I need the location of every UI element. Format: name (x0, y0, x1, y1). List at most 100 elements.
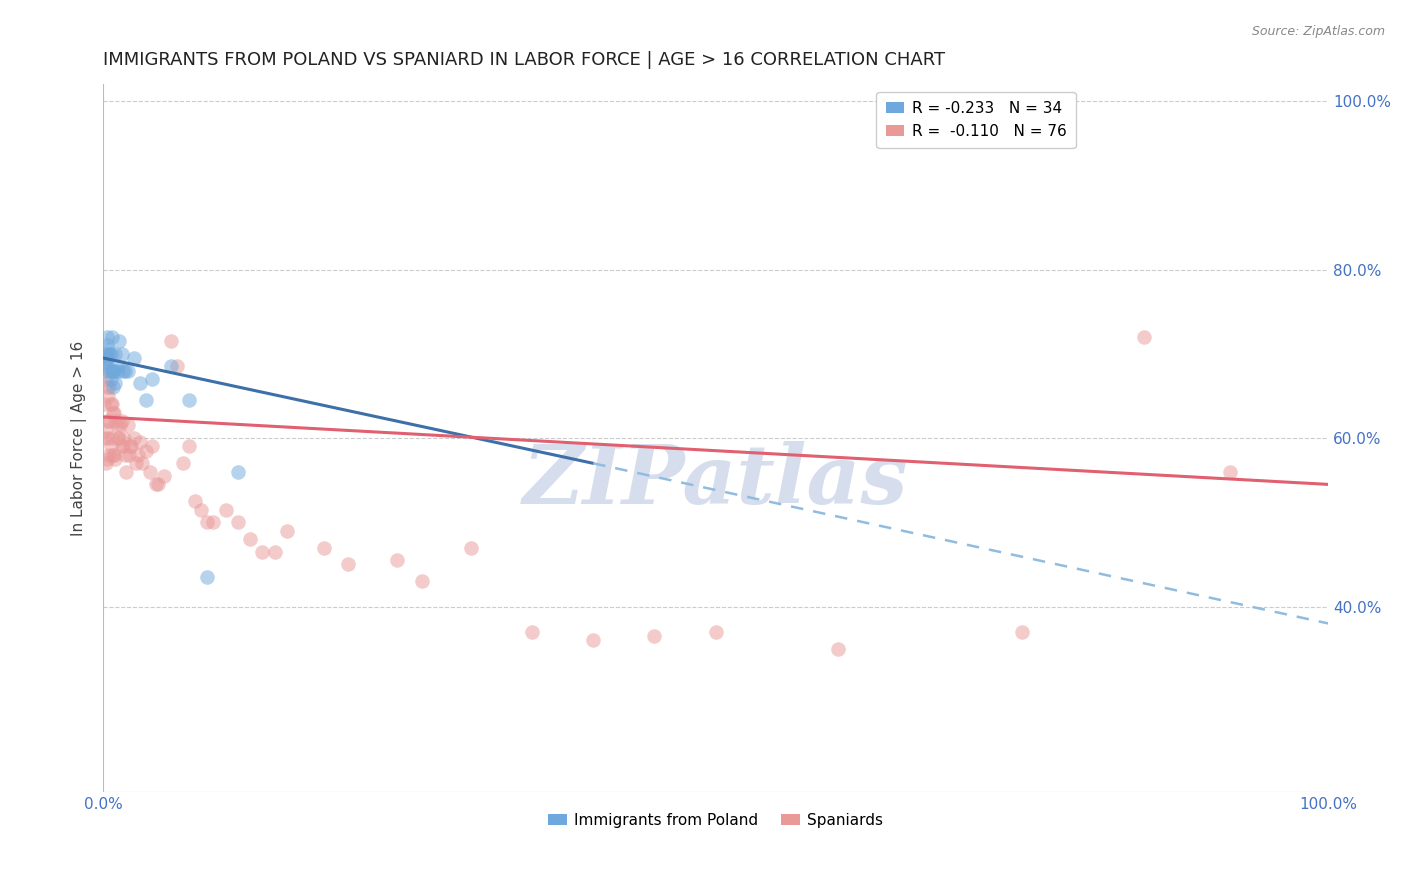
Point (93, 431, 115, 445)
Point (96, 414, 118, 428)
Point (148, 477, 170, 491)
Point (195, 516, 218, 530)
Point (94, 347, 117, 361)
Point (135, 443, 157, 458)
Point (97, 343, 120, 357)
Point (135, 393, 157, 408)
Point (101, 397, 124, 411)
Point (704, 624, 727, 639)
Point (110, 414, 132, 428)
Point (177, 393, 200, 408)
Point (107, 364, 129, 378)
Point (105, 359, 128, 374)
Point (98, 364, 121, 378)
Point (93, 364, 115, 378)
Point (104, 347, 127, 361)
Point (159, 359, 181, 374)
Point (96, 380, 118, 394)
Point (105, 418, 128, 433)
Point (100, 372, 122, 386)
Point (195, 570, 218, 584)
Point (101, 431, 124, 445)
Point (118, 448, 141, 462)
Point (239, 532, 262, 546)
Point (385, 553, 408, 567)
Point (276, 524, 298, 538)
Point (145, 477, 167, 491)
Point (122, 431, 145, 445)
Point (100, 347, 122, 361)
Legend: Immigrants from Poland, Spaniards: Immigrants from Poland, Spaniards (543, 806, 889, 834)
Point (520, 624, 543, 639)
Point (172, 456, 194, 470)
Point (101, 406, 124, 420)
Point (98, 448, 121, 462)
Point (110, 347, 132, 361)
Point (582, 633, 605, 648)
Point (117, 418, 139, 433)
Point (103, 406, 125, 420)
Point (312, 541, 335, 555)
Point (108, 334, 131, 348)
Point (96, 330, 118, 344)
Point (97, 389, 120, 403)
Point (159, 334, 181, 348)
Point (153, 469, 176, 483)
Point (337, 558, 360, 572)
Text: Source: ZipAtlas.com: Source: ZipAtlas.com (1251, 25, 1385, 38)
Point (1219, 465, 1241, 479)
Point (101, 364, 124, 378)
Point (104, 376, 127, 391)
Point (110, 418, 132, 433)
Point (115, 465, 138, 479)
Point (100, 397, 122, 411)
Point (104, 414, 127, 428)
Point (460, 541, 482, 555)
Point (141, 440, 163, 454)
Point (107, 431, 129, 445)
Point (226, 465, 249, 479)
Point (166, 359, 188, 374)
Point (108, 431, 131, 445)
Point (1011, 624, 1033, 639)
Point (643, 629, 665, 643)
Point (111, 440, 134, 454)
Text: IMMIGRANTS FROM POLAND VS SPANIARD IN LABOR FORCE | AGE > 16 CORRELATION CHART: IMMIGRANTS FROM POLAND VS SPANIARD IN LA… (103, 51, 945, 69)
Point (101, 364, 124, 378)
Point (101, 448, 124, 462)
Text: ZIPatlas: ZIPatlas (523, 441, 908, 521)
Point (184, 494, 207, 508)
Point (122, 351, 145, 365)
Point (94, 372, 117, 386)
Point (100, 440, 122, 454)
Point (120, 440, 142, 454)
Point (117, 364, 139, 378)
Point (215, 502, 238, 516)
Point (226, 516, 249, 530)
Point (129, 376, 152, 391)
Point (93, 355, 115, 369)
Point (97, 431, 120, 445)
Point (177, 440, 200, 454)
Point (98, 414, 121, 428)
Point (263, 545, 285, 559)
Point (103, 364, 125, 378)
Point (202, 516, 225, 530)
Y-axis label: In Labor Force | Age > 16: In Labor Force | Age > 16 (72, 341, 87, 536)
Point (190, 502, 212, 516)
Point (101, 330, 124, 344)
Point (1133, 330, 1156, 344)
Point (129, 435, 152, 450)
Point (827, 641, 849, 656)
Point (96, 359, 118, 374)
Point (114, 364, 136, 378)
Point (93, 397, 115, 411)
Point (110, 440, 132, 454)
Point (252, 545, 274, 559)
Point (98, 380, 121, 394)
Point (131, 456, 153, 470)
Point (139, 465, 162, 479)
Point (114, 448, 136, 462)
Point (111, 364, 134, 378)
Point (125, 456, 148, 470)
